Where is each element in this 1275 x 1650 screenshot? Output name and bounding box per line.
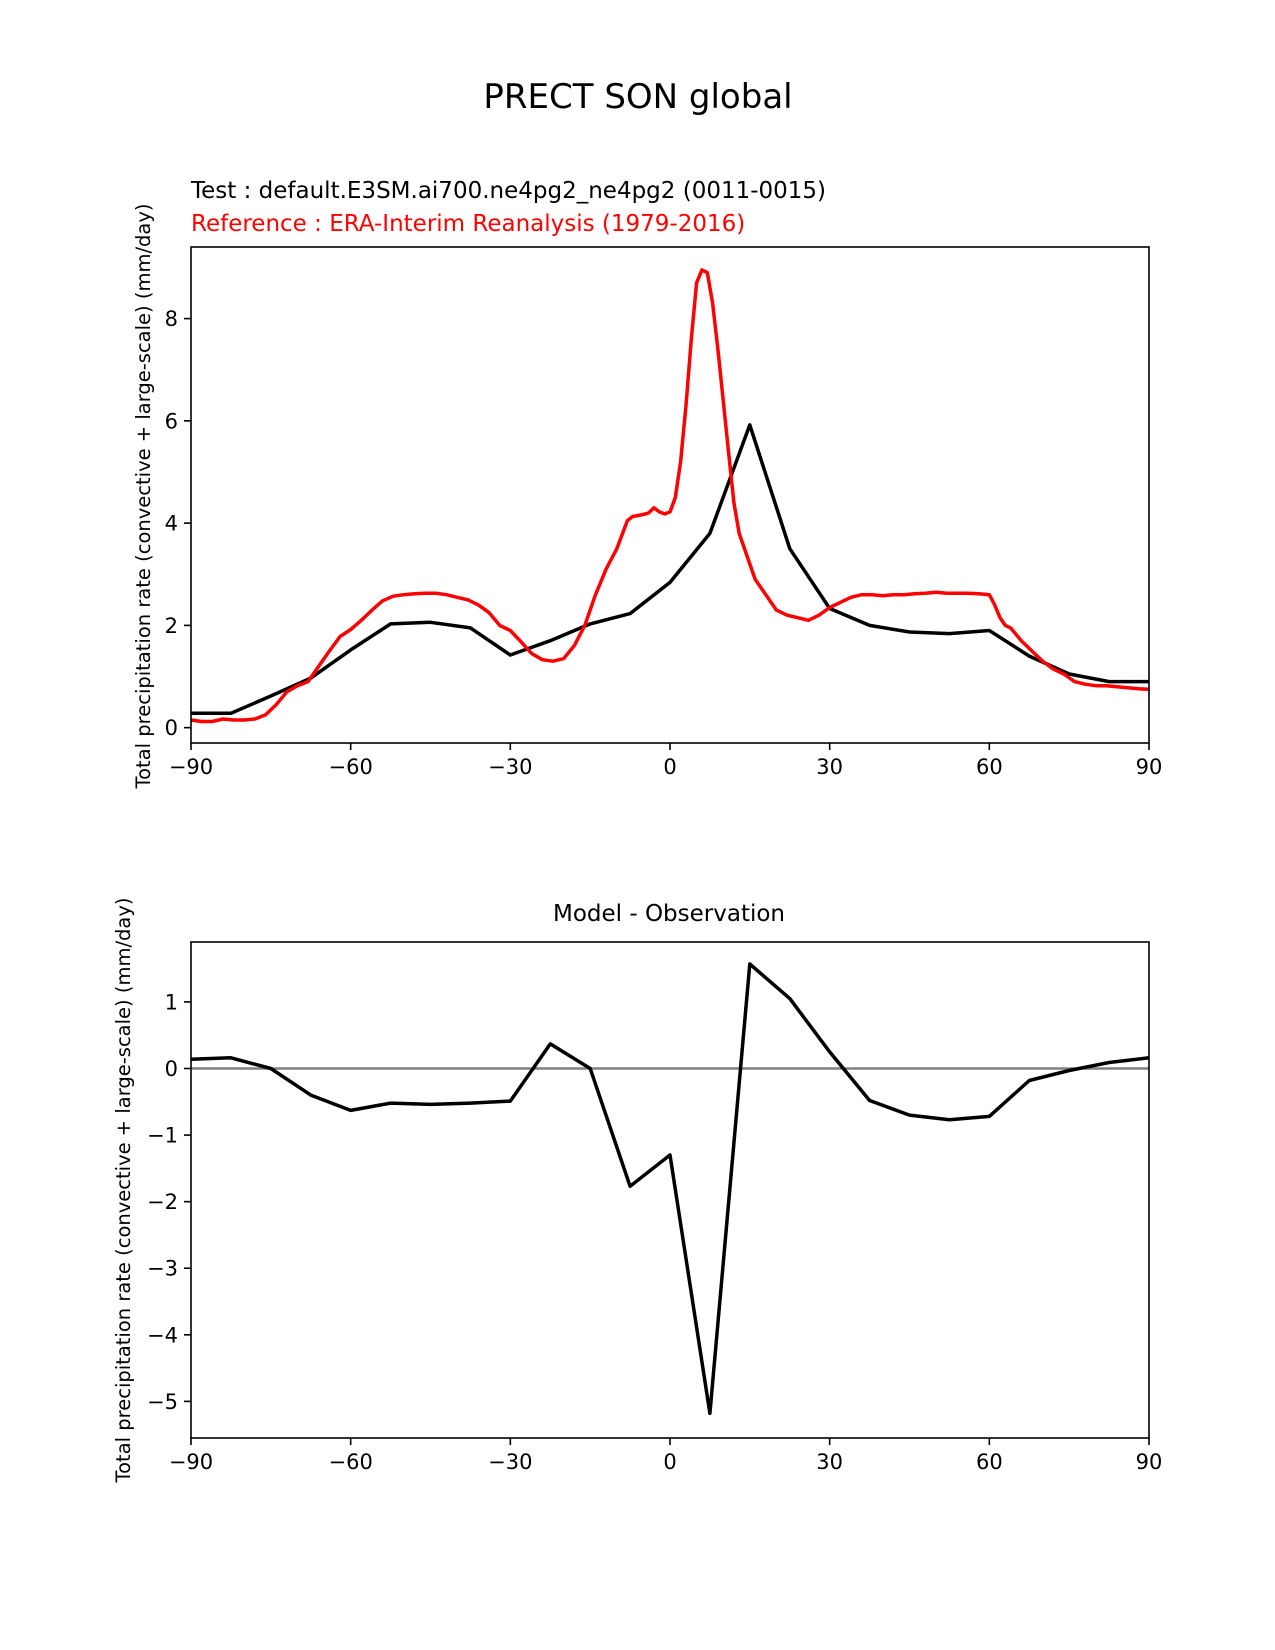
x-tick-label: −90 (169, 755, 213, 779)
bottom-plot-area: −90 −60 −30 0 30 60 90 1 0 −1 −2 −3 −4 −5 (147, 941, 1163, 1474)
test-line (191, 423, 1149, 716)
x-tick-label: −60 (329, 755, 373, 779)
x-tick-label: 30 (816, 1450, 843, 1474)
x-tick-label: 60 (976, 755, 1003, 779)
y-tick-label: −4 (147, 1323, 178, 1347)
difference-title: Model - Observation (553, 901, 785, 927)
plot-frame (190, 246, 1150, 744)
y-tick-label: −1 (147, 1124, 178, 1148)
reference-line (190, 268, 1150, 724)
x-tick-label: 90 (1136, 755, 1163, 779)
y-tick-label: 8 (165, 307, 178, 331)
x-tick-label: −60 (329, 1450, 373, 1474)
y-tick-label: 6 (165, 409, 178, 433)
y-tick-label: 1 (165, 990, 178, 1014)
top-plot-area: −90 −60 −30 0 30 60 90 0 2 4 6 8 (165, 246, 1163, 779)
y-tick-label: 2 (165, 614, 178, 638)
x-tick-label: 30 (816, 755, 843, 779)
x-tick-label: −30 (488, 1450, 532, 1474)
reference-label: Reference : ERA-Interim Reanalysis (1979… (191, 211, 745, 237)
bottom-y-axis-label: Total precipitation rate (convective + l… (112, 898, 135, 1484)
test-label: Test : default.E3SM.ai700.ne4pg2_ne4pg2 … (190, 178, 826, 204)
y-tick-label: −3 (147, 1257, 178, 1281)
figure-title: PRECT SON global (483, 77, 792, 117)
top-panel: Test : default.E3SM.ai700.ne4pg2_ne4pg2 … (132, 178, 1162, 789)
plot-frame (190, 941, 1150, 1439)
y-tick-label: −5 (147, 1390, 178, 1414)
x-tick-label: −30 (488, 755, 532, 779)
x-tick-label: 0 (663, 755, 676, 779)
y-tick-label: 0 (165, 1057, 178, 1081)
x-tick-label: 60 (976, 1450, 1003, 1474)
bottom-panel: Model - Observation Total precipitation … (112, 898, 1162, 1484)
x-tick-label: 90 (1136, 1450, 1163, 1474)
x-tick-label: 0 (663, 1450, 676, 1474)
y-tick-label: 4 (165, 512, 178, 536)
top-y-axis-label: Total precipitation rate (convective + l… (132, 204, 155, 790)
y-tick-label: −2 (147, 1190, 178, 1214)
y-tick-label: 0 (165, 716, 178, 740)
model-observation-line (190, 962, 1150, 1416)
x-tick-label: −90 (169, 1450, 213, 1474)
